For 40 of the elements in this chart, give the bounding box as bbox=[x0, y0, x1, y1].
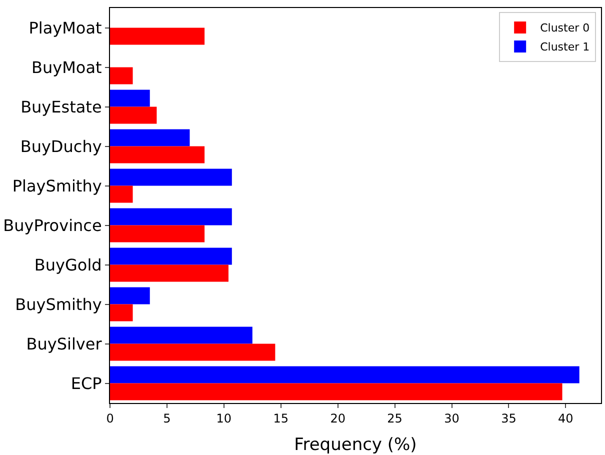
y-tick-label: BuySmithy bbox=[15, 294, 102, 314]
bar bbox=[110, 366, 580, 384]
bar bbox=[110, 129, 190, 146]
x-tick-label: 15 bbox=[273, 411, 289, 426]
bar bbox=[110, 186, 133, 203]
y-tick-label: ECP bbox=[70, 374, 102, 393]
bar bbox=[110, 168, 232, 186]
x-tick-label: 30 bbox=[444, 411, 460, 426]
x-tick-label: 20 bbox=[330, 411, 346, 426]
bar bbox=[110, 67, 133, 84]
bar bbox=[110, 304, 133, 322]
y-tick-label: PlayMoat bbox=[28, 18, 102, 38]
x-tick-label: 40 bbox=[558, 411, 574, 426]
bar bbox=[110, 90, 150, 107]
bar bbox=[110, 383, 562, 400]
y-tick-label: BuyGold bbox=[34, 255, 102, 274]
bar bbox=[110, 248, 232, 265]
y-tick-label: BuyProvince bbox=[3, 216, 102, 235]
bar bbox=[110, 344, 276, 361]
x-tick-label: 35 bbox=[501, 411, 516, 426]
bar bbox=[110, 106, 157, 124]
y-tick-label: BuyDuchy bbox=[20, 136, 102, 156]
bar bbox=[110, 264, 228, 282]
x-tick-label: 25 bbox=[387, 411, 402, 426]
bar bbox=[110, 28, 205, 45]
x-tick-label: 5 bbox=[163, 411, 171, 426]
bar bbox=[110, 287, 150, 304]
bar bbox=[110, 326, 252, 344]
x-tick-label: 10 bbox=[216, 411, 232, 426]
x-axis-title: Frequency (%) bbox=[294, 435, 417, 455]
bar bbox=[110, 208, 232, 226]
legend-label: Cluster 0 bbox=[540, 22, 590, 35]
y-tick-label: BuyMoat bbox=[32, 58, 102, 77]
y-tick-label: PlaySmithy bbox=[12, 176, 102, 196]
y-tick-label: BuyEstate bbox=[20, 97, 102, 116]
bar bbox=[110, 146, 205, 164]
x-tick-label: 0 bbox=[106, 411, 114, 426]
legend-label: Cluster 1 bbox=[540, 40, 590, 54]
bar bbox=[110, 225, 205, 242]
y-tick-label: BuySilver bbox=[26, 334, 102, 354]
